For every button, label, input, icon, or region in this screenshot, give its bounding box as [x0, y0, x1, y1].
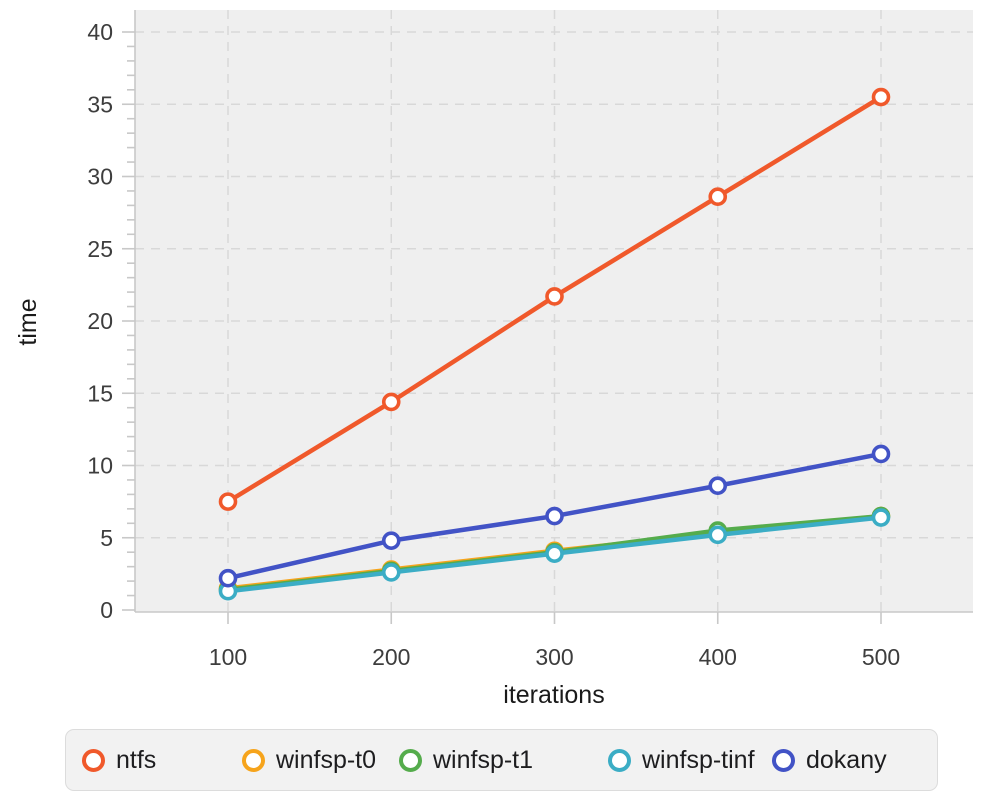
data-point-dokany [871, 444, 891, 464]
legend-label: ntfs [116, 745, 157, 774]
legend-item-winfsp-t0: winfsp-t0 [242, 730, 376, 790]
ntfs-marker-icon [82, 748, 105, 772]
data-point-winfsp-tinf [545, 544, 564, 563]
y-tick-label: 25 [87, 236, 113, 262]
legend-label: winfsp-t0 [276, 745, 377, 774]
data-point-winfsp-tinf [871, 508, 891, 527]
y-tick-label: 10 [87, 453, 113, 479]
x-tick-label: 300 [535, 644, 573, 670]
data-point-winfsp-tinf [381, 563, 401, 582]
y-tick-label: 20 [87, 308, 113, 334]
data-point-dokany [545, 506, 564, 526]
y-axis-title: time [14, 298, 42, 345]
x-tick-label: 100 [209, 644, 247, 670]
legend-label: winfsp-tinf [642, 745, 755, 774]
x-tick-label: 500 [862, 644, 900, 670]
legend-label: winfsp-t1 [433, 745, 534, 774]
data-point-dokany [218, 568, 238, 588]
data-point-ntfs [545, 287, 564, 306]
winfsp-tinf-marker-icon [608, 748, 631, 772]
y-tick-label: 0 [100, 597, 113, 623]
data-point-ntfs [381, 392, 401, 412]
legend-item-ntfs: ntfs [82, 730, 156, 790]
legend-item-winfsp-t1: winfsp-t1 [399, 730, 533, 790]
winfsp-t0-marker-icon [242, 748, 265, 772]
x-axis-title: iterations [503, 681, 604, 709]
chart-legend: ntfs winfsp-t0 winfsp-t1 winfsp-tinf dok… [65, 729, 938, 791]
data-point-ntfs [218, 492, 238, 511]
legend-label: dokany [806, 745, 887, 774]
line-chart: 0 5 10 15 20 25 30 35 40 100 200 300 400 500 time ite… [14, 10, 973, 709]
data-point-dokany [708, 476, 728, 496]
x-tick-label: 400 [699, 644, 737, 670]
y-tick-label: 35 [87, 91, 113, 117]
chart-svg: 0 5 10 15 20 25 30 35 40 100 200 300 400 500 time ite… [14, 10, 973, 709]
y-tick-label: 30 [87, 164, 113, 190]
legend-item-winfsp-tinf: winfsp-tinf [608, 730, 755, 790]
dokany-marker-icon [772, 748, 795, 772]
legend-item-dokany: dokany [772, 730, 887, 790]
data-point-ntfs [708, 187, 728, 207]
data-point-dokany [381, 531, 401, 550]
y-tick-label: 40 [87, 19, 113, 45]
x-tick-label: 200 [372, 644, 410, 670]
y-tick-label: 5 [100, 525, 113, 551]
winfsp-t1-marker-icon [399, 748, 422, 772]
data-point-winfsp-tinf [708, 525, 728, 545]
y-tick-label: 15 [87, 380, 113, 406]
data-point-ntfs [871, 87, 891, 107]
